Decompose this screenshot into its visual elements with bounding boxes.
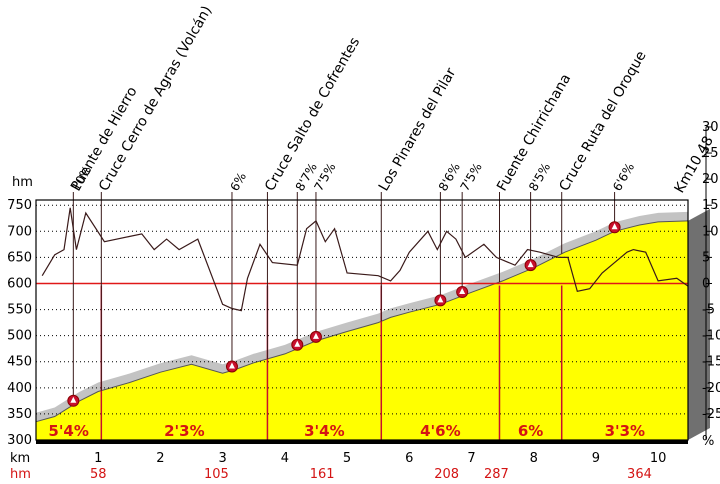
- waypoint-marker-icon-8: [459, 287, 466, 294]
- waypoint-pct-2: 6%: [227, 170, 249, 193]
- elevation-area: [36, 220, 688, 440]
- waypoint-pct-7: 8'6%: [436, 161, 463, 194]
- segment-pct-4: 6%: [518, 422, 543, 440]
- y-tick-400: 400: [7, 381, 32, 396]
- y2-tick--20: -20: [702, 381, 720, 396]
- y2-tick-20: 20: [702, 172, 719, 187]
- x-tick-7: 7: [467, 451, 475, 466]
- elevation-outline: [35, 220, 689, 423]
- y-tick-350: 350: [7, 407, 32, 422]
- waypoint-pct-12: 6'6%: [610, 161, 637, 194]
- hm-mark-4: 287: [484, 467, 509, 480]
- y-tick-300: 300: [7, 433, 32, 448]
- gradient-line: [41, 207, 689, 312]
- y2-tick-15: 15: [702, 198, 719, 213]
- profile-side-face: [688, 208, 710, 440]
- hm-mark-2: 161: [310, 467, 335, 480]
- y-axis-title: hm: [12, 175, 33, 190]
- y2-tick--15: -15: [702, 355, 720, 370]
- x-tick-10: 10: [650, 451, 667, 466]
- waypoint-marker-icon-5: [312, 332, 319, 339]
- y2-tick--5: -5: [702, 303, 715, 318]
- x-tick-2: 2: [156, 451, 164, 466]
- y-tick-600: 600: [7, 276, 32, 291]
- waypoint-marker-icon-12: [611, 223, 618, 230]
- x-tick-9: 9: [592, 451, 600, 466]
- hm-row-title: hm: [10, 467, 31, 480]
- y2-tick--10: -10: [702, 329, 720, 344]
- segment-pct-1: 2'3%: [164, 422, 205, 440]
- y2-tick--25: -25: [702, 407, 720, 422]
- x-tick-6: 6: [405, 451, 413, 466]
- segment-pct-3: 4'6%: [420, 422, 461, 440]
- x-tick-8: 8: [530, 451, 538, 466]
- hm-mark-5: 364: [627, 467, 652, 480]
- waypoint-marker-icon-7: [437, 296, 444, 303]
- x-tick-5: 5: [343, 451, 351, 466]
- y-tick-500: 500: [7, 329, 32, 344]
- waypoint-marker-icon-0: [70, 396, 77, 403]
- y-tick-750: 750: [7, 198, 32, 213]
- segment-pct-2: 3'4%: [304, 422, 345, 440]
- hm-mark-1: 105: [204, 467, 229, 480]
- y-tick-650: 650: [7, 250, 32, 265]
- waypoint-marker-icon-4: [294, 340, 301, 347]
- x-tick-4: 4: [281, 451, 289, 466]
- hm-mark-0: 58: [90, 467, 107, 480]
- waypoint-marker-icon-10: [527, 261, 534, 268]
- segment-pct-0: 5'4%: [48, 422, 89, 440]
- segment-pct-5: 3'3%: [605, 422, 646, 440]
- x-axis-title: km: [10, 451, 30, 466]
- y2-tick-30: 30: [702, 120, 719, 135]
- x-tick-1: 1: [94, 451, 102, 466]
- waypoint-marker-icon-2: [228, 362, 235, 369]
- x-tick-3: 3: [219, 451, 227, 466]
- x-axis-bar: [36, 440, 688, 444]
- y2-axis-title: %: [702, 434, 714, 449]
- y-tick-550: 550: [7, 303, 32, 318]
- waypoint-label-1: Cruce Cerro de Agras (Volcán): [96, 3, 215, 194]
- y-tick-450: 450: [7, 355, 32, 370]
- hm-mark-3: 208: [434, 467, 459, 480]
- waypoint-label-11: Cruce Ruta del Oroque: [556, 48, 649, 194]
- waypoint-pct-8: 7'5%: [458, 161, 485, 194]
- y2-tick-10: 10: [702, 224, 719, 239]
- waypoint-pct-10: 8'5%: [526, 161, 553, 194]
- y-tick-700: 700: [7, 224, 32, 239]
